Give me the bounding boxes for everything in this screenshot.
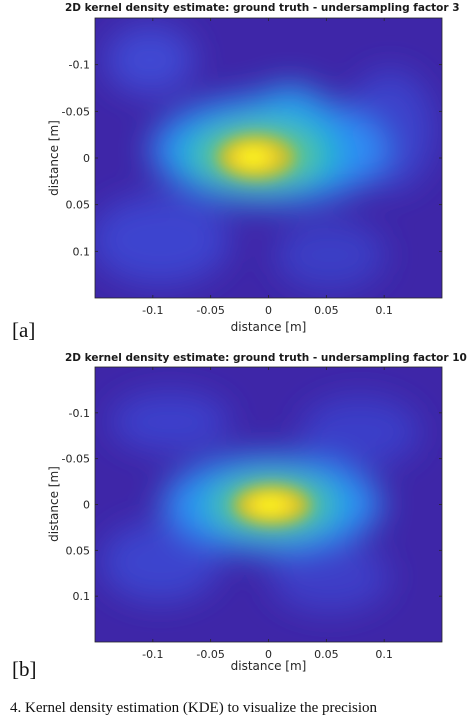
- y-tick-label: -0.05: [62, 105, 90, 118]
- y-tick-label: 0.05: [66, 544, 91, 557]
- chart-panel-b: 2D kernel density estimate: ground truth…: [0, 352, 474, 710]
- y-tick-label: -0.05: [62, 453, 90, 466]
- figure-caption: 4. Kernel density estimation (KDE) to vi…: [10, 700, 377, 716]
- panel-label-a: [a]: [12, 318, 36, 342]
- panel-label-b: [b]: [12, 657, 37, 681]
- chart-title: 2D kernel density estimate: ground truth…: [65, 352, 467, 364]
- y-tick-label: 0.05: [66, 199, 91, 212]
- heatmap-area: [95, 18, 442, 298]
- y-tick-label: 0.1: [73, 590, 91, 603]
- y-axis-label: distance [m]: [47, 120, 61, 196]
- y-tick-label: -0.1: [69, 59, 90, 72]
- chart-b: 2D kernel density estimate: ground truth…: [47, 352, 467, 673]
- x-tick-label: 0: [265, 648, 272, 661]
- x-axis-label: distance [m]: [231, 320, 307, 334]
- x-tick-label: -0.05: [196, 648, 224, 661]
- x-tick-label: -0.05: [196, 304, 224, 317]
- y-tick-label: -0.1: [69, 407, 90, 420]
- chart-title: 2D kernel density estimate: ground truth…: [65, 2, 460, 14]
- x-tick-label: 0.05: [314, 648, 339, 661]
- ticks-b: -0.1 -0.05 0 0.05 0.1 -0.1 -0.05 0 0.05 0.1: [62, 367, 442, 661]
- y-tick-label: 0: [83, 499, 90, 512]
- x-tick-label: 0: [265, 304, 272, 317]
- chart-a: 2D kernel density estimate: ground truth…: [47, 2, 460, 334]
- y-tick-label: 0.1: [73, 245, 91, 258]
- y-axis-label: distance [m]: [47, 466, 61, 542]
- x-tick-label: 0.1: [375, 648, 393, 661]
- x-tick-label: -0.1: [142, 304, 163, 317]
- chart-panel-a: 2D kernel density estimate: ground truth…: [0, 0, 474, 355]
- x-tick-label: -0.1: [142, 648, 163, 661]
- x-tick-label: 0.1: [375, 304, 393, 317]
- ticks-a: -0.1 -0.05 0 0.05 0.1 -0.1 -0.05 0 0.05 0.1: [62, 18, 442, 317]
- heatmap-area: [95, 367, 442, 642]
- x-tick-label: 0.05: [314, 304, 339, 317]
- x-axis-label: distance [m]: [231, 659, 307, 673]
- y-tick-label: 0: [83, 152, 90, 165]
